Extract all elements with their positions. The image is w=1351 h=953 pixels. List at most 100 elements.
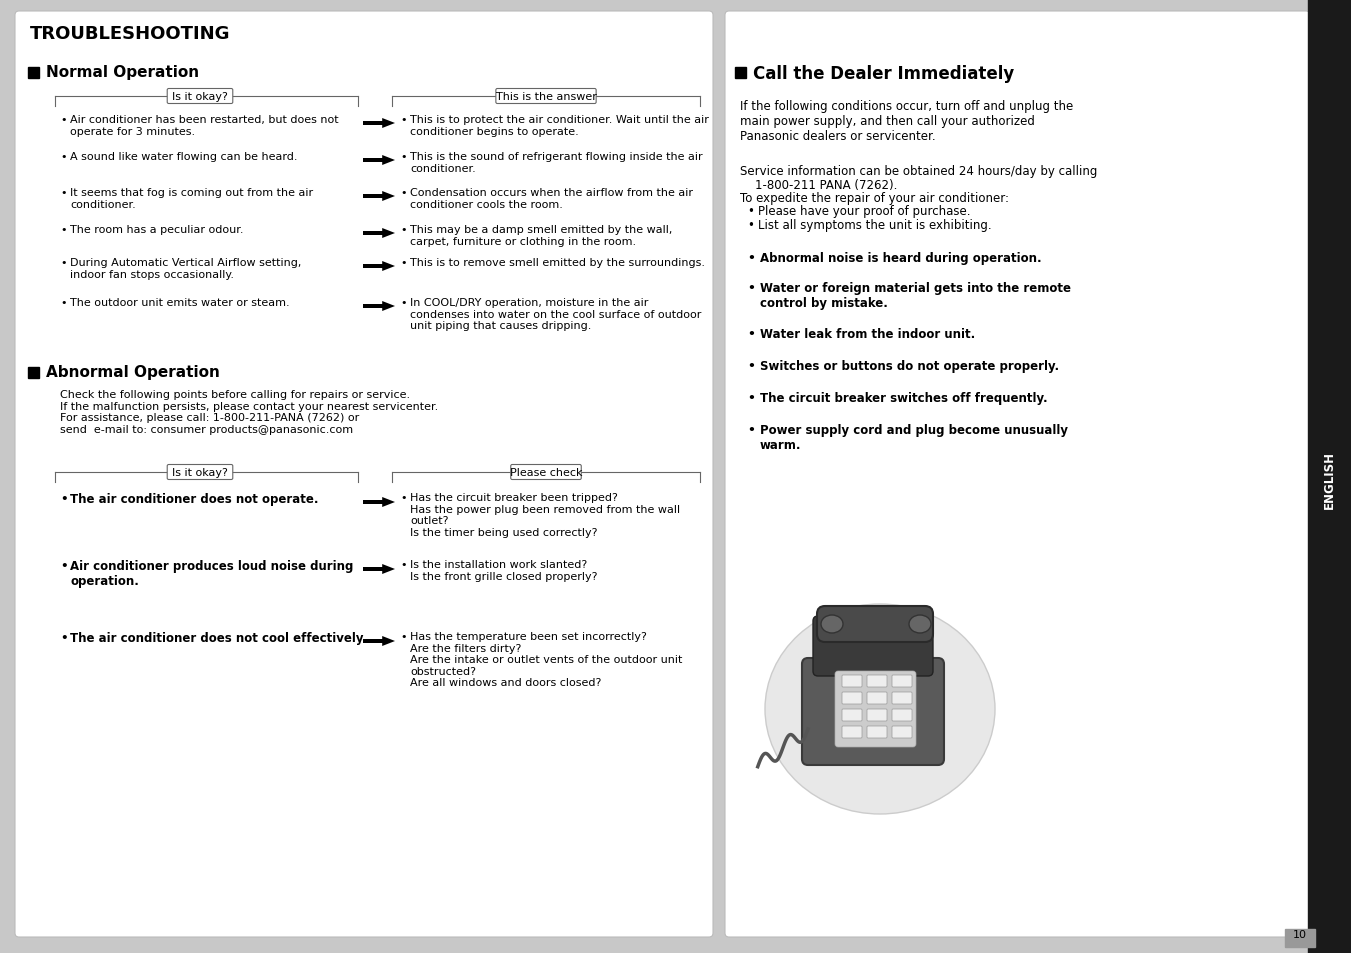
Polygon shape: [382, 262, 394, 272]
Text: Is it okay?: Is it okay?: [172, 468, 228, 477]
Ellipse shape: [765, 604, 994, 814]
Text: •: •: [747, 328, 755, 340]
Text: •: •: [59, 257, 66, 268]
Text: Service information can be obtained 24 hours/day by calling: Service information can be obtained 24 h…: [740, 165, 1097, 178]
Text: •: •: [747, 423, 755, 436]
Text: Is it okay?: Is it okay?: [172, 91, 228, 102]
Bar: [735, 68, 746, 79]
Text: •: •: [400, 152, 407, 162]
Text: Condensation occurs when the airflow from the air
conditioner cools the room.: Condensation occurs when the airflow fro…: [409, 188, 693, 210]
Text: To expedite the repair of your air conditioner:: To expedite the repair of your air condi…: [740, 192, 1009, 205]
Text: Abnormal noise is heard during operation.: Abnormal noise is heard during operation…: [761, 252, 1042, 265]
Text: TROUBLESHOOTING: TROUBLESHOOTING: [30, 25, 231, 43]
FancyBboxPatch shape: [842, 709, 862, 721]
FancyBboxPatch shape: [496, 90, 596, 105]
Polygon shape: [382, 637, 394, 646]
Text: •: •: [400, 559, 407, 569]
Text: The air conditioner does not cool effectively.: The air conditioner does not cool effect…: [70, 631, 367, 644]
Polygon shape: [382, 497, 394, 507]
Polygon shape: [382, 229, 394, 239]
Text: •: •: [59, 297, 66, 308]
Text: Please check: Please check: [509, 468, 582, 477]
Text: •: •: [400, 188, 407, 198]
FancyBboxPatch shape: [813, 617, 934, 677]
Bar: [1285, 929, 1315, 947]
Text: •: •: [59, 493, 68, 505]
Text: Has the circuit breaker been tripped?
Has the power plug been removed from the w: Has the circuit breaker been tripped? Ha…: [409, 493, 680, 537]
Text: In COOL/DRY operation, moisture in the air
condenses into water on the cool surf: In COOL/DRY operation, moisture in the a…: [409, 297, 701, 331]
Text: 1-800-211 PANA (7262).: 1-800-211 PANA (7262).: [740, 179, 897, 192]
Text: •: •: [747, 219, 754, 232]
FancyBboxPatch shape: [842, 692, 862, 704]
Bar: [363, 500, 384, 504]
Text: It seems that fog is coming out from the air
conditioner.: It seems that fog is coming out from the…: [70, 188, 313, 210]
Text: •: •: [59, 225, 66, 234]
Text: •: •: [400, 631, 407, 641]
Ellipse shape: [821, 616, 843, 634]
Text: ENGLISH: ENGLISH: [1323, 451, 1336, 509]
Polygon shape: [382, 119, 394, 129]
Text: 10: 10: [1293, 929, 1306, 939]
Bar: [28, 68, 39, 79]
FancyBboxPatch shape: [892, 676, 912, 687]
Text: During Automatic Vertical Airflow setting,
indoor fan stops occasionally.: During Automatic Vertical Airflow settin…: [70, 257, 301, 279]
FancyBboxPatch shape: [867, 709, 888, 721]
FancyBboxPatch shape: [15, 12, 713, 937]
FancyBboxPatch shape: [852, 625, 902, 641]
Text: •: •: [747, 282, 755, 294]
Bar: [363, 122, 384, 126]
Bar: [363, 194, 384, 199]
Ellipse shape: [909, 616, 931, 634]
Text: •: •: [400, 115, 407, 125]
Bar: [28, 368, 39, 378]
Text: Water leak from the indoor unit.: Water leak from the indoor unit.: [761, 328, 975, 340]
Text: •: •: [747, 392, 755, 405]
Text: The air conditioner does not operate.: The air conditioner does not operate.: [70, 493, 319, 505]
FancyBboxPatch shape: [802, 659, 944, 765]
Text: •: •: [400, 493, 407, 502]
Text: Normal Operation: Normal Operation: [46, 65, 199, 80]
Text: •: •: [400, 225, 407, 234]
Text: •: •: [747, 252, 755, 265]
FancyBboxPatch shape: [892, 726, 912, 739]
FancyBboxPatch shape: [867, 692, 888, 704]
Text: Power supply cord and plug become unusually
warm.: Power supply cord and plug become unusua…: [761, 423, 1069, 452]
Text: Air conditioner has been restarted, but does not
operate for 3 minutes.: Air conditioner has been restarted, but …: [70, 115, 339, 136]
Text: •: •: [400, 297, 407, 308]
Polygon shape: [382, 192, 394, 202]
Text: The circuit breaker switches off frequently.: The circuit breaker switches off frequen…: [761, 392, 1047, 405]
Bar: [363, 159, 384, 163]
Text: Switches or buttons do not operate properly.: Switches or buttons do not operate prope…: [761, 359, 1059, 373]
Text: Call the Dealer Immediately: Call the Dealer Immediately: [753, 65, 1015, 83]
Bar: [1308, 0, 1351, 953]
Text: This is to remove smell emitted by the surroundings.: This is to remove smell emitted by the s…: [409, 257, 705, 268]
Bar: [363, 305, 384, 309]
Text: •: •: [400, 257, 407, 268]
Text: Abnormal Operation: Abnormal Operation: [46, 365, 220, 379]
Text: •: •: [59, 152, 66, 162]
FancyBboxPatch shape: [835, 671, 916, 747]
Bar: [363, 232, 384, 235]
Text: This is the answer: This is the answer: [496, 91, 596, 102]
Text: Please have your proof of purchase.: Please have your proof of purchase.: [758, 205, 970, 218]
FancyBboxPatch shape: [817, 606, 934, 642]
FancyBboxPatch shape: [168, 465, 232, 480]
FancyBboxPatch shape: [892, 709, 912, 721]
Text: •: •: [59, 559, 68, 573]
Text: Has the temperature been set incorrectly?
Are the filters dirty?
Are the intake : Has the temperature been set incorrectly…: [409, 631, 682, 688]
Text: This is to protect the air conditioner. Wait until the air
conditioner begins to: This is to protect the air conditioner. …: [409, 115, 709, 136]
Text: •: •: [59, 115, 66, 125]
FancyBboxPatch shape: [168, 90, 232, 105]
Text: This is the sound of refrigerant flowing inside the air
conditioner.: This is the sound of refrigerant flowing…: [409, 152, 703, 173]
FancyBboxPatch shape: [842, 726, 862, 739]
Text: Water or foreign material gets into the remote
control by mistake.: Water or foreign material gets into the …: [761, 282, 1071, 310]
FancyBboxPatch shape: [725, 12, 1310, 937]
Text: •: •: [747, 205, 754, 218]
Text: Air conditioner produces loud noise during
operation.: Air conditioner produces loud noise duri…: [70, 559, 354, 587]
FancyBboxPatch shape: [867, 726, 888, 739]
Text: Is the installation work slanted?
Is the front grille closed properly?: Is the installation work slanted? Is the…: [409, 559, 597, 581]
Polygon shape: [382, 156, 394, 166]
Text: •: •: [59, 188, 66, 198]
Bar: [363, 265, 384, 269]
FancyBboxPatch shape: [511, 465, 581, 480]
